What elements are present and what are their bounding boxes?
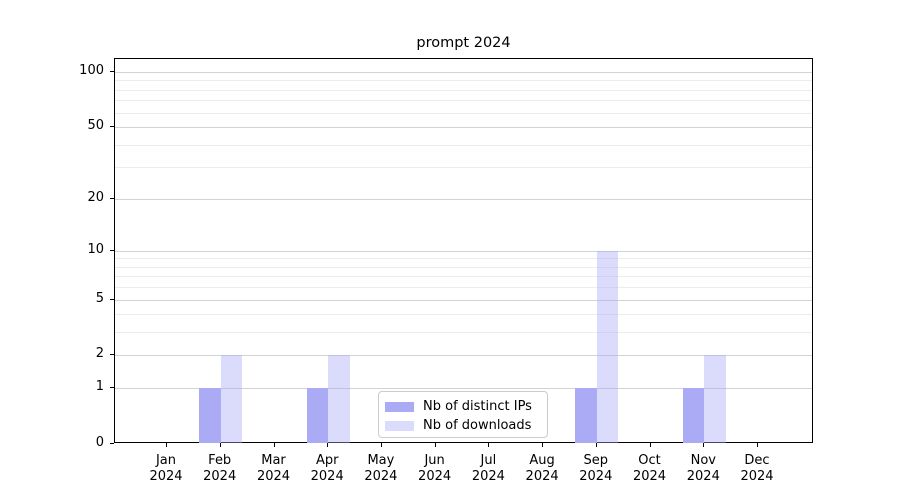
x-tick-mark [649, 443, 651, 447]
minor-gridline [115, 89, 812, 91]
y-tick-label: 20 [87, 189, 104, 205]
y-tick-mark [110, 354, 114, 356]
x-tick-label: Jun 2024 [418, 453, 452, 484]
major-gridline [115, 355, 812, 357]
x-tick-label: Aug 2024 [525, 453, 559, 484]
y-tick-label: 1 [95, 379, 104, 395]
x-tick-label: Sep 2024 [579, 453, 613, 484]
legend-swatch-downloads-icon [385, 420, 414, 431]
minor-gridline [115, 144, 812, 146]
major-gridline [115, 198, 812, 200]
bar-sep-series1 [596, 250, 619, 443]
major-gridline [115, 72, 812, 73]
y-tick-label: 100 [79, 63, 104, 78]
x-tick-label: Dec 2024 [740, 453, 774, 484]
legend-entry-distinct-ips: Nb of distinct IPs [385, 398, 547, 415]
x-tick-label: Feb 2024 [203, 453, 237, 484]
chart-title: prompt 2024 [416, 35, 511, 51]
x-tick-mark [488, 443, 490, 447]
y-tick-mark [110, 443, 114, 444]
y-tick-mark [110, 71, 114, 72]
minor-gridline [115, 332, 812, 334]
y-tick-mark [110, 387, 114, 389]
minor-gridline [115, 112, 812, 114]
bar-nov-series1 [704, 355, 726, 443]
major-gridline [115, 250, 812, 252]
x-tick-label: May 2024 [364, 453, 398, 484]
bar-sep-series0 [575, 388, 597, 443]
major-gridline [115, 299, 812, 301]
x-tick-mark [434, 443, 436, 447]
y-tick-mark [110, 249, 114, 251]
minor-gridline [115, 314, 812, 316]
legend-label-downloads: Nb of downloads [423, 418, 532, 433]
major-gridline [115, 127, 812, 129]
x-tick-label: Apr 2024 [310, 453, 344, 484]
minor-gridline [115, 80, 812, 82]
y-tick-label: 10 [87, 241, 104, 257]
x-tick-mark [273, 443, 275, 447]
x-tick-label: Mar 2024 [256, 453, 291, 484]
legend-label-distinct-ips: Nb of distinct IPs [423, 399, 532, 414]
minor-gridline [115, 100, 812, 102]
y-tick-label: 0 [95, 435, 104, 450]
y-tick-label: 2 [95, 346, 104, 362]
x-tick-mark [703, 443, 705, 447]
x-tick-mark [757, 443, 758, 447]
y-tick-mark [110, 298, 114, 300]
x-tick-label: Jan 2024 [149, 453, 183, 484]
bar-feb-series1 [220, 355, 243, 443]
x-tick-mark [380, 443, 382, 447]
x-tick-label: Oct 2024 [632, 453, 667, 484]
x-tick-label: Nov 2024 [686, 453, 720, 484]
bar-apr-series0 [306, 388, 329, 443]
y-tick-mark [110, 197, 114, 199]
minor-gridline [115, 287, 812, 289]
x-tick-mark [166, 443, 167, 447]
minor-gridline [115, 258, 812, 260]
y-tick-label: 50 [87, 118, 104, 134]
y-tick-mark [110, 126, 114, 128]
legend: Nb of distinct IPs Nb of downloads [378, 391, 548, 438]
legend-entry-downloads: Nb of downloads [385, 417, 547, 434]
minor-gridline [115, 167, 812, 169]
x-tick-mark [595, 443, 597, 447]
major-gridline [115, 388, 812, 390]
legend-swatch-distinct-ips-icon [385, 401, 414, 412]
minor-gridline [115, 266, 812, 268]
x-tick-mark [327, 443, 329, 447]
x-tick-mark [219, 443, 221, 447]
x-tick-label: Jul 2024 [471, 453, 505, 484]
bar-feb-series0 [199, 388, 221, 443]
y-tick-label: 5 [95, 290, 104, 306]
bar-nov-series0 [682, 388, 705, 443]
plot-area [114, 58, 813, 443]
x-tick-mark [542, 443, 544, 447]
minor-gridline [115, 276, 812, 278]
bar-apr-series1 [328, 355, 350, 443]
